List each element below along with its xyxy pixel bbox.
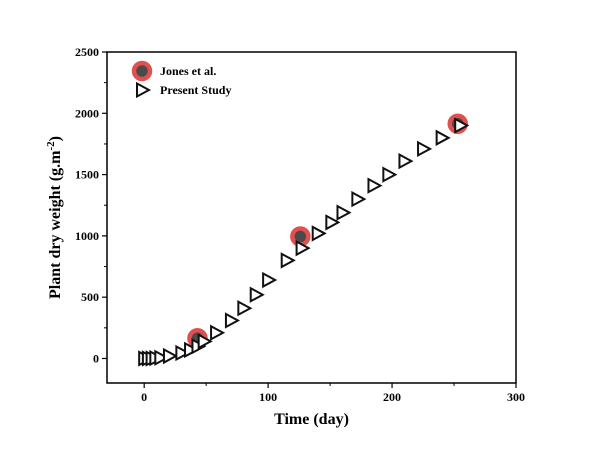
y-axis-title: Plant dry weight (g.m-2) [45, 136, 64, 299]
data-marks [138, 113, 470, 367]
y-tick-label: 500 [81, 290, 99, 304]
data-point [382, 166, 398, 183]
x-tick-label: 300 [507, 390, 525, 404]
data-point [280, 252, 296, 269]
x-tick-label: 100 [259, 390, 277, 404]
axis-tick-labels: 0 100 200 300 0 500 1000 1500 2000 2500 [75, 45, 525, 404]
x-tick-label: 0 [141, 390, 147, 404]
axis-ticks [102, 51, 517, 388]
data-point [295, 239, 311, 257]
data-point [162, 347, 179, 365]
series-triangle-right [138, 117, 470, 367]
x-axis-title: Time (day) [274, 411, 349, 428]
plot-frame [106, 51, 517, 384]
data-point [454, 117, 470, 134]
y-axis-title-close: ) [47, 136, 64, 141]
data-point [351, 190, 367, 208]
x-tick-label: 200 [383, 390, 401, 404]
y-tick-label: 2000 [75, 106, 99, 120]
legend-label: Jones et al. [160, 64, 216, 78]
data-point [184, 341, 200, 359]
y-axis-title-main: Plant dry weight (g.m [47, 150, 64, 299]
plot-area [106, 51, 517, 384]
data-point [154, 349, 170, 366]
data-point [398, 152, 414, 170]
legend-marker [136, 81, 152, 99]
data-point [435, 129, 451, 146]
y-tick-label: 2500 [75, 45, 99, 59]
data-point [237, 300, 253, 317]
y-axis-title-superscript: -2 [45, 141, 57, 151]
y-tick-label: 1000 [75, 229, 99, 243]
data-point [290, 226, 311, 247]
data-point [367, 177, 383, 194]
y-tick-label: 0 [93, 351, 99, 365]
data-point [325, 214, 341, 231]
legend-label: Present Study [160, 83, 231, 97]
data-point [197, 333, 213, 350]
data-point [249, 286, 265, 303]
legend: Jones et al. Present Study [131, 60, 231, 99]
data-point [175, 344, 191, 362]
y-tick-label: 1500 [75, 168, 99, 182]
data-point [210, 324, 226, 341]
data-point [336, 204, 352, 221]
data-point [417, 140, 433, 158]
data-point [224, 312, 241, 329]
data-point [311, 225, 327, 242]
legend-marker [131, 60, 153, 82]
data-point [262, 271, 278, 289]
